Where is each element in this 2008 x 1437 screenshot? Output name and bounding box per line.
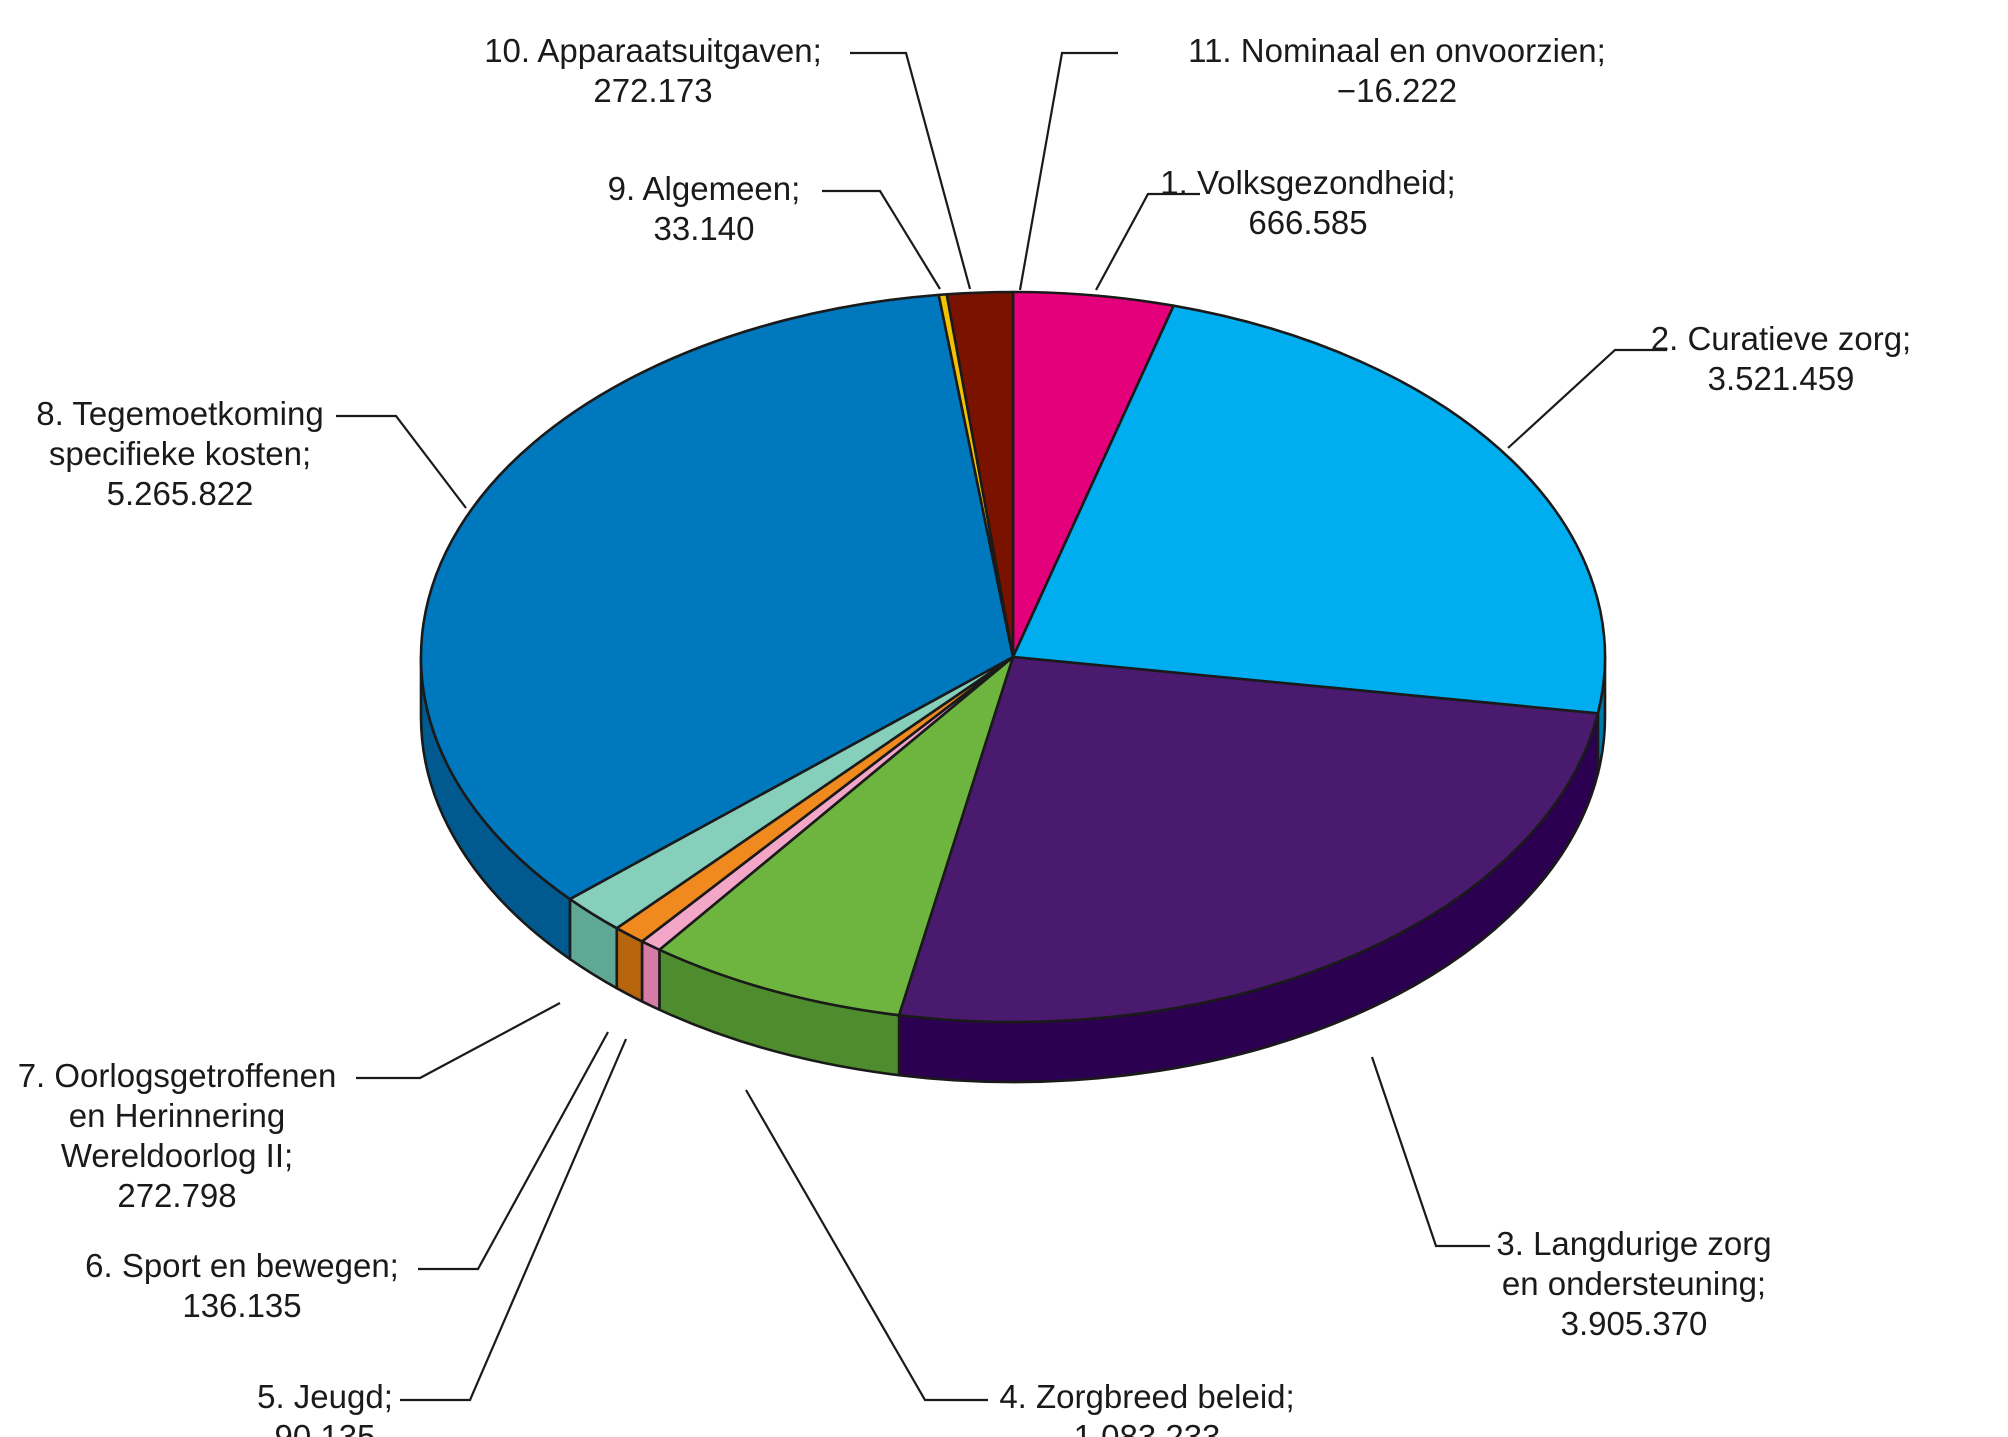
leader-line-5	[400, 1038, 628, 1402]
slice-label-line: specifieke kosten;	[49, 435, 311, 472]
slice-label-line: 33.140	[654, 210, 755, 247]
slice-label-line: 2. Curatieve zorg;	[1651, 320, 1911, 357]
slice-label-2: 2. Curatieve zorg; 3.521.459	[1651, 320, 1911, 397]
slice-label-line: 4. Zorgbreed beleid;	[999, 1378, 1294, 1415]
slice-label-line: Wereldoorlog II;	[61, 1137, 293, 1174]
slice-label-5: 5. Jeugd; 90.135	[257, 1378, 393, 1437]
slice-label-line: 3.521.459	[1708, 360, 1855, 397]
slice-label-line: 666.585	[1248, 204, 1367, 241]
leader-line-6	[418, 1031, 609, 1271]
slice-label-line: 10. Apparaatsuitgaven;	[484, 32, 822, 69]
pie-slice-1	[1011, 290, 1175, 659]
leader-line-4	[745, 1089, 988, 1402]
slice-label-10: 10. Apparaatsuitgaven; 272.173	[484, 32, 822, 109]
slice-label-line: 1. Volksgezondheid;	[1160, 164, 1455, 201]
slice-labels: 1. Volksgezondheid; 666.585 2. Curatieve z…	[18, 32, 1912, 1437]
slice-label-7: 7. Oorlogsgetroffenen en Herinnering Werel…	[18, 1057, 337, 1214]
slice-label-line: 6. Sport en bewegen;	[85, 1247, 399, 1284]
leader-line-3	[1370, 1056, 1490, 1248]
slice-label-4: 4. Zorgbreed beleid; 1.083.233	[999, 1378, 1294, 1437]
slice-label-1: 1. Volksgezondheid; 666.585	[1160, 164, 1455, 241]
pie-slice-8	[419, 293, 1015, 901]
slice-label-line: −16.222	[1337, 72, 1457, 109]
slice-label-line: 5. Jeugd;	[257, 1378, 393, 1415]
leader-line-8	[336, 414, 467, 509]
slice-label-line: 272.798	[117, 1177, 236, 1214]
slice-label-line: en ondersteuning;	[1502, 1265, 1766, 1302]
slice-label-line: en Herinnering	[69, 1097, 285, 1134]
pie-slice-4	[658, 655, 1015, 1017]
leader-lines	[336, 51, 1667, 1402]
slice-label-line: 90.135	[275, 1418, 376, 1437]
slice-label-8: 8. Tegemoetkoming specifieke kosten; 5.265…	[36, 395, 323, 512]
leader-line-11	[1018, 51, 1118, 291]
leader-line-9	[822, 189, 941, 290]
leader-line-1	[1095, 192, 1200, 291]
slice-label-line: 136.135	[182, 1287, 301, 1324]
leader-line-10	[850, 51, 972, 290]
leader-line-7	[356, 1002, 561, 1080]
slice-label-line: 7. Oorlogsgetroffenen	[18, 1057, 337, 1094]
slice-label-line: 3.905.370	[1561, 1305, 1708, 1342]
pie-slice-10	[945, 290, 1015, 659]
pie-slice-3	[897, 655, 1600, 1024]
slice-label-6: 6. Sport en bewegen; 136.135	[85, 1247, 399, 1324]
leader-line-2	[1507, 348, 1667, 449]
slice-label-line: 8. Tegemoetkoming	[36, 395, 323, 432]
slice-label-line: 5.265.822	[107, 475, 254, 512]
pie-slice-2	[1011, 304, 1607, 715]
slice-label-line: 1.083.233	[1074, 1418, 1221, 1437]
pie-side-walls	[419, 655, 1607, 1084]
slice-label-3: 3. Langdurige zorg en ondersteuning; 3.905…	[1496, 1225, 1771, 1342]
pie-side-5	[640, 940, 661, 1012]
slice-label-9: 9. Algemeen; 33.140	[608, 170, 801, 247]
pie-top-slices	[419, 290, 1607, 1024]
slice-label-line: 272.173	[593, 72, 712, 109]
slice-label-line: 9. Algemeen;	[608, 170, 801, 207]
slice-label-line: 11. Nominaal en onvoorzien;	[1188, 32, 1606, 69]
slice-label-11: 11. Nominaal en onvoorzien; −16.222	[1188, 32, 1606, 109]
slice-label-line: 3. Langdurige zorg	[1496, 1225, 1771, 1262]
